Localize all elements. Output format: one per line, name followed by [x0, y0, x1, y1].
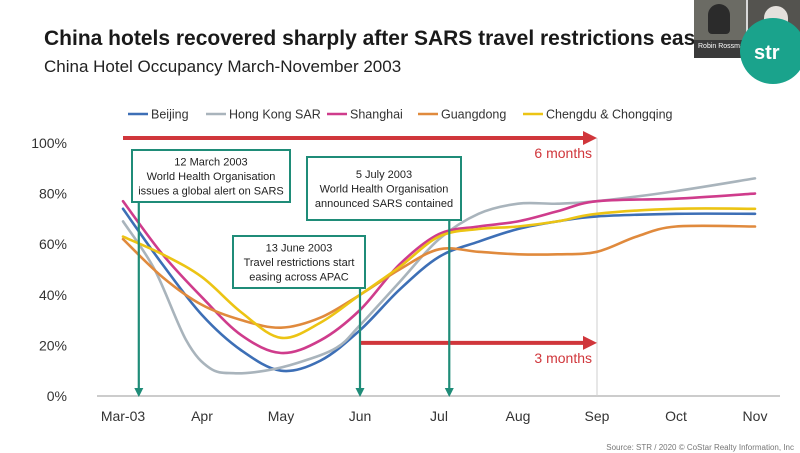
y-tick-label: 20% [39, 337, 67, 353]
chart-legend: Beijing Hong Kong SAR Shanghai Guangdong Che… [128, 108, 673, 122]
arrow-label: 3 months [534, 350, 592, 366]
series-line-guangdong [121, 224, 757, 330]
str-logo-text: str [754, 42, 780, 64]
x-tick-label: Apr [191, 408, 213, 424]
y-tick-label: 80% [39, 186, 67, 202]
legend-label-shanghai: Shanghai [350, 108, 403, 122]
annotation-pointer-head-contained [444, 388, 454, 397]
x-tick-label: Nov [743, 408, 768, 424]
annotation-pointer-head-travel [355, 388, 365, 397]
annotation-text-contained: 5 July 2003 [356, 169, 412, 181]
slide-subtitle: China Hotel Occupancy March-November 200… [44, 57, 402, 76]
annotation-text-contained: announced SARS contained [315, 198, 453, 210]
series-line-shanghai [121, 192, 757, 355]
arrow-label: 6 months [534, 145, 592, 161]
annotation-box-travel [232, 235, 366, 289]
chart-series [121, 177, 757, 375]
series-line-beijing [121, 207, 757, 373]
annotation-text-alert: World Health Organisation [147, 171, 276, 183]
annotation-pointer-head-alert [134, 388, 144, 397]
annotation-text-travel: 13 June 2003 [266, 243, 333, 255]
x-tick-label: Mar-03 [101, 408, 146, 424]
x-tick-label: Jun [349, 408, 372, 424]
y-tick-label: 40% [39, 287, 67, 303]
annotation-text-travel: Travel restrictions start [244, 257, 355, 269]
annotation-box-contained [306, 156, 462, 221]
x-tick-label: Sep [585, 408, 610, 424]
event-annotations: 12 March 2003 World Health Organisation is… [131, 149, 462, 397]
legend-label-chengdu-chongqing: Chengdu & Chongqing [546, 108, 673, 122]
legend-label-guangdong: Guangdong [441, 108, 506, 122]
annotation-box-alert [131, 149, 291, 203]
slide-title: China hotels recovered sharply after SAR… [44, 27, 720, 50]
legend-label-beijing: Beijing [151, 108, 189, 122]
arrow-head-0 [583, 130, 597, 145]
y-tick-label: 100% [31, 135, 67, 151]
participant-avatar-1 [708, 4, 730, 34]
x-tick-label: Jul [430, 408, 448, 424]
legend-label-hong-kong-sar: Hong Kong SAR [229, 108, 321, 122]
participant-name: Robin Rossmann [698, 43, 752, 50]
str-logo [740, 18, 800, 84]
y-tick-label: 0% [47, 388, 67, 404]
series-line-chengdu-chongqing [121, 207, 757, 340]
annotation-text-travel: easing across APAC [249, 272, 349, 284]
annotation-text-alert: issues a global alert on SARS [138, 186, 284, 198]
arrow-head-1 [583, 335, 597, 350]
source-note: Source: STR / 2020 © CoStar Realty Infor… [606, 443, 794, 452]
x-tick-label: Oct [665, 408, 687, 424]
x-tick-label: May [268, 408, 294, 424]
y-tick-label: 60% [39, 236, 67, 252]
duration-arrows: 6 months 3 months [123, 130, 597, 366]
annotation-text-alert: 12 March 2003 [174, 157, 247, 169]
chart-axes: 0% 20% 40% 60% 80% 100% Mar-03 Apr May Jun Jul Aug S… [31, 135, 780, 424]
annotation-text-contained: World Health Organisation [320, 184, 449, 196]
x-tick-label: Aug [506, 408, 531, 424]
